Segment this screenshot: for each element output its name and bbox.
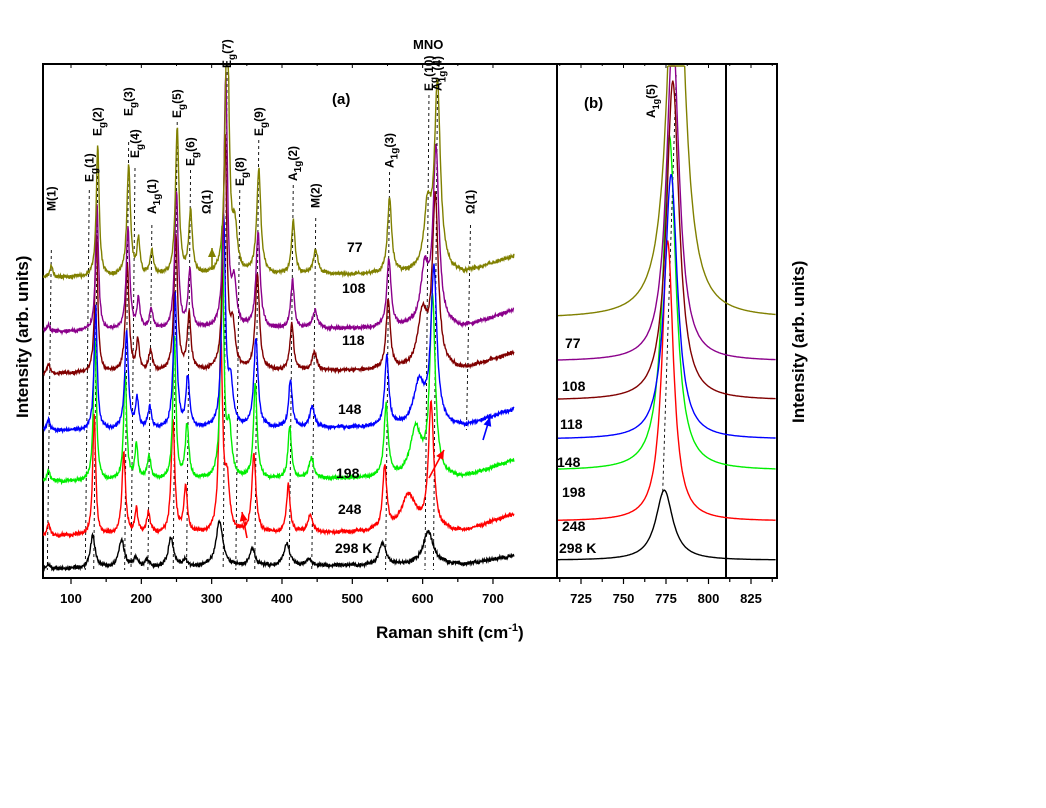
a1g5-label: A1g(5) <box>644 84 661 118</box>
mode-label: Eg(8) <box>233 157 251 186</box>
temperature-label: 298 K <box>335 540 372 556</box>
x-axis-ticks-a: 100 200 300 400 500 600 700 <box>60 64 504 606</box>
arrow-icon <box>208 248 216 257</box>
spectrum-148K <box>42 213 515 435</box>
temperature-labels-a: 298 K 248 198 148 118 108 77 <box>335 239 372 556</box>
panel-b-frame <box>556 63 778 579</box>
x-tick-label: 400 <box>271 591 293 606</box>
temperature-label-b: 148 <box>557 454 581 470</box>
panel-a-label: (a) <box>332 91 350 108</box>
spectrum-248K <box>42 334 515 539</box>
spectrum-b-148K <box>558 174 776 439</box>
x-tick-label: 200 <box>130 591 152 606</box>
mode-label: A1g(3) <box>383 133 401 168</box>
a1g5-annotation: A1g(5) <box>644 84 661 118</box>
arrow-icon <box>436 450 444 460</box>
temperature-label-b: 118 <box>560 416 583 432</box>
x-tick-label: 300 <box>201 591 223 606</box>
temperature-label: 77 <box>347 239 363 255</box>
spectrum-198K <box>42 225 515 486</box>
mode-label: Eg(3) <box>122 87 140 116</box>
spectrum-108K <box>42 72 515 336</box>
mode-label: Ω(1) <box>463 190 477 214</box>
mode-label: M(1) <box>44 186 58 211</box>
arrow-icon <box>483 417 492 427</box>
temperature-label-b: 198 <box>562 484 586 500</box>
temperature-label: 108 <box>342 280 366 296</box>
mode-label: Eg(7) <box>220 39 238 68</box>
mode-label: Eg(9) <box>252 107 270 136</box>
x-tick-label-b: 725 <box>570 591 592 606</box>
mode-label: A1g(4) <box>430 56 448 91</box>
x-tick-label: 100 <box>60 591 82 606</box>
chart-title: MNO <box>413 37 443 52</box>
mode-label: M(2) <box>309 183 323 208</box>
x-tick-label-b: 825 <box>740 591 762 606</box>
mode-label: A1g(2) <box>286 146 304 181</box>
mode-label: Eg(4) <box>128 129 146 158</box>
panel-b-label: (b) <box>584 95 603 112</box>
temperature-label: 248 <box>338 501 362 517</box>
spectrum-298K <box>42 519 515 572</box>
spectra-curves-b <box>557 65 776 561</box>
spectrum-77K <box>42 65 515 281</box>
y-axis-label-right: Intensity (arb. units) <box>789 261 808 423</box>
spectrum-118K <box>42 134 515 377</box>
temperature-label: 118 <box>342 332 365 348</box>
spectra-curves <box>42 65 515 572</box>
x-tick-label-b: 775 <box>655 591 677 606</box>
x-tick-label-b: 750 <box>613 591 635 606</box>
temperature-label-b: 298 K <box>559 540 596 556</box>
panel-a: 100 200 300 400 500 600 700 M(1) Eg(1) Eg(2) Eg(3… <box>42 39 727 606</box>
arrow-markers <box>208 248 492 539</box>
peak-guide-line-b <box>662 74 677 496</box>
temperature-label: 148 <box>338 401 362 417</box>
spectrum-b-298K <box>558 489 776 561</box>
spectrum-b-77K <box>557 65 776 317</box>
mode-label: Eg(2) <box>91 107 109 136</box>
temperature-label-b: 108 <box>562 378 586 394</box>
mode-label: Ω(1) <box>200 190 214 214</box>
y-axis-label-left: Intensity (arb. units) <box>13 256 32 418</box>
temperature-label-b: 77 <box>565 335 581 351</box>
mode-label: Eg(10) <box>422 56 440 91</box>
temperature-label: 198 <box>336 465 360 481</box>
mode-label: A1g(1) <box>145 179 163 214</box>
x-tick-label-b: 800 <box>698 591 720 606</box>
x-axis-label: Raman shift (cm-1) <box>376 622 524 642</box>
mode-label: Eg(1) <box>82 153 100 182</box>
x-tick-label: 700 <box>482 591 504 606</box>
arrow-icon <box>239 512 248 522</box>
temperature-labels-b: 298 K 248 198 148 118 108 77 <box>557 335 596 556</box>
mode-annotations: M(1) Eg(1) Eg(2) Eg(3) Eg(4) A1g(1) Eg(5) Eg(6)… <box>44 39 477 214</box>
spectrum-b-108K <box>557 65 776 361</box>
x-tick-label: 600 <box>412 591 434 606</box>
spectrum-b-248K <box>558 240 776 521</box>
spectrum-b-118K <box>558 80 776 400</box>
panel-b: 725 750 775 800 825 298 K 248 198 148 118 108 77 (… <box>556 63 778 606</box>
x-axis-ticks-b: 725 750 775 800 825 <box>559 64 773 606</box>
temperature-label-b: 248 <box>562 518 586 534</box>
mode-label: Eg(5) <box>170 89 188 118</box>
panel-a-frame <box>42 63 727 579</box>
x-tick-label: 500 <box>341 591 363 606</box>
mode-label: Eg(6) <box>184 137 202 166</box>
